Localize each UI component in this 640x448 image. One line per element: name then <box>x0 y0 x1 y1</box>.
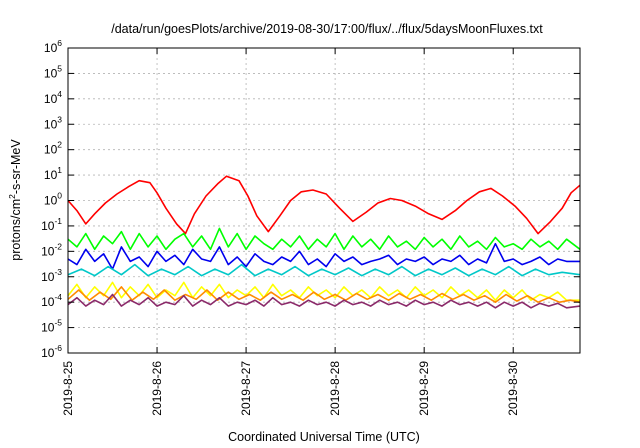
y-tick-label: 103 <box>44 114 62 131</box>
x-tick-label: 2019-8-30 <box>506 361 520 416</box>
y-tick-base: 10 <box>41 295 55 309</box>
y-tick-label: 10-5 <box>41 318 62 335</box>
y-tick-exponent: 5 <box>57 63 62 73</box>
y-tick-base: 10 <box>44 194 58 208</box>
y-axis-label-rest: -s-sr-MeV <box>9 139 23 195</box>
y-tick-base: 10 <box>44 168 58 182</box>
series-line-1 <box>67 175 581 235</box>
x-tick-label: 2019-8-25 <box>61 361 75 416</box>
y-tick-label: 10-4 <box>41 292 62 309</box>
series-line-5 <box>67 281 580 302</box>
y-tick-label: 106 <box>44 38 62 55</box>
y-tick-base: 10 <box>44 41 58 55</box>
y-tick-label: 102 <box>44 140 62 157</box>
y-axis-label-sup: 2 <box>7 194 17 199</box>
y-tick-exponent: 4 <box>57 89 62 99</box>
y-tick-base: 10 <box>44 66 58 80</box>
y-tick-exponent: -2 <box>54 241 62 251</box>
y-tick-label: 105 <box>44 63 62 80</box>
y-tick-exponent: 6 <box>57 38 62 48</box>
x-axis-label: Coordinated Universal Time (UTC) <box>228 430 420 444</box>
y-axis-label: protons/cm2-s-sr-MeV <box>7 139 23 261</box>
x-tick-label: 2019-8-26 <box>150 361 164 416</box>
y-tick-label: 10-3 <box>41 267 62 284</box>
y-tick-base: 10 <box>41 219 55 233</box>
series-line-6 <box>67 286 581 304</box>
y-tick-exponent: -5 <box>54 318 62 328</box>
chart-title: /data/run/goesPlots/archive/2019-08-30/1… <box>111 22 543 36</box>
y-tick-exponent: 0 <box>57 191 62 201</box>
y-tick-base: 10 <box>44 117 58 131</box>
y-tick-base: 10 <box>41 346 55 360</box>
y-axis-label-main: protons/cm <box>9 199 23 261</box>
y-tick-base: 10 <box>44 92 58 106</box>
x-tick-label: 2019-8-29 <box>417 361 431 416</box>
series-line-2 <box>67 227 581 251</box>
y-tick-label: 10-6 <box>41 343 62 360</box>
y-tick-exponent: -1 <box>54 216 62 226</box>
series-line-7 <box>67 293 581 309</box>
y-tick-label: 10-1 <box>41 216 62 233</box>
x-axis: 2019-8-25 2019-8-26 2019-8-27 2019-8-28 2019… <box>61 48 520 416</box>
y-tick-exponent: -4 <box>54 292 62 302</box>
y-tick-exponent: -3 <box>54 267 62 277</box>
y-tick-base: 10 <box>41 321 55 335</box>
y-tick-label: 101 <box>44 165 62 182</box>
y-tick-exponent: 3 <box>57 114 62 124</box>
y-tick-base: 10 <box>44 143 58 157</box>
grid-lines <box>68 48 580 353</box>
x-tick-label: 2019-8-28 <box>328 361 342 416</box>
y-tick-label: 10-2 <box>41 241 62 258</box>
y-axis: 10-610-510-410-310-210-11001011021031041… <box>41 38 580 360</box>
y-tick-base: 10 <box>41 244 55 258</box>
y-tick-exponent: 1 <box>57 165 62 175</box>
series-layer <box>67 175 581 309</box>
x-tick-label: 2019-8-27 <box>239 361 253 416</box>
series-line-4 <box>67 263 581 277</box>
y-tick-exponent: 2 <box>57 140 62 150</box>
y-tick-base: 10 <box>41 270 55 284</box>
y-tick-label: 100 <box>44 191 62 208</box>
y-tick-label: 104 <box>44 89 62 106</box>
y-tick-exponent: -6 <box>54 343 62 353</box>
series-line-3 <box>67 242 580 270</box>
